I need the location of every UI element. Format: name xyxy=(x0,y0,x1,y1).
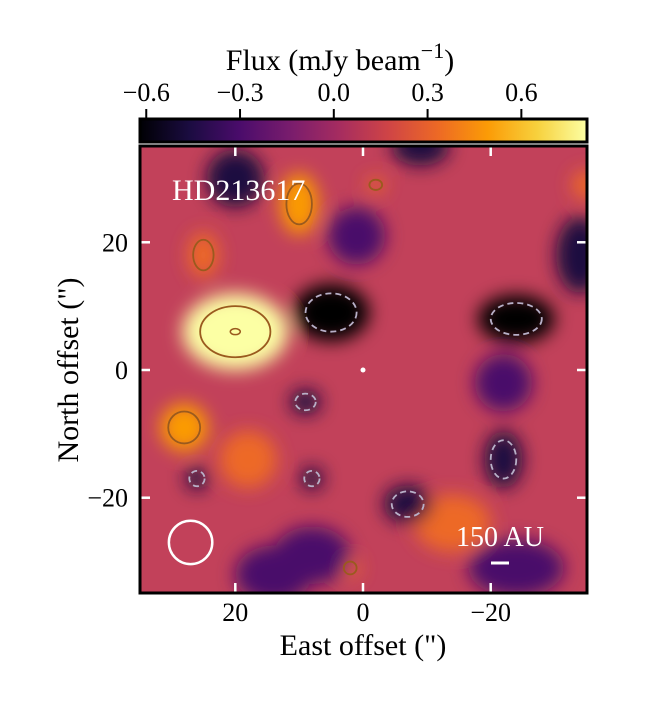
colorbar-tick-label: 0.0 xyxy=(318,78,351,107)
plot-frame xyxy=(138,144,589,595)
colorbar xyxy=(138,117,589,144)
x-axis-label: East offset (") xyxy=(280,629,447,662)
negative-contour xyxy=(188,469,206,488)
emission-blob xyxy=(572,170,587,200)
positive-contour xyxy=(199,305,272,359)
scale-bar-label: 150 AU xyxy=(456,522,544,553)
emission-blob xyxy=(414,494,491,552)
negative-contour xyxy=(390,490,425,518)
y-tick-label: −20 xyxy=(87,484,128,513)
y-tick-label: 20 xyxy=(102,228,128,257)
object-label: HD213617 xyxy=(172,174,305,207)
negative-contour xyxy=(304,292,358,333)
colorbar-label: Flux (mJy beam−1) xyxy=(226,38,454,77)
positive-contour xyxy=(342,560,358,576)
negative-blob xyxy=(206,149,265,208)
colorbar-tick-label: 0.6 xyxy=(505,78,538,107)
negative-blob xyxy=(391,146,450,166)
colorbar-tick-label: −0.6 xyxy=(123,78,170,107)
positive-contour xyxy=(229,327,242,336)
positive-contour xyxy=(192,238,215,272)
positive-contour xyxy=(167,410,202,445)
negative-blob xyxy=(468,539,565,593)
emission-blob xyxy=(279,173,319,235)
star-position-marker xyxy=(360,367,366,373)
negative-blob xyxy=(556,216,587,294)
negative-blob xyxy=(474,354,533,412)
y-axis-label: North offset (") xyxy=(52,278,85,463)
negative-blob xyxy=(235,545,312,593)
colorbar-tick-label: −0.3 xyxy=(216,78,263,107)
colorbar-tick-label: 0.3 xyxy=(411,78,444,107)
negative-contour xyxy=(303,469,321,488)
x-tick-label: 20 xyxy=(222,598,248,627)
emission-blob xyxy=(182,293,288,370)
positive-contour xyxy=(368,178,384,191)
negative-contour xyxy=(294,392,317,412)
x-tick-label: 0 xyxy=(357,598,370,627)
negative-blob xyxy=(292,283,370,342)
emission-blob xyxy=(219,430,277,489)
negative-blob xyxy=(327,207,386,265)
negative-contour xyxy=(489,302,543,336)
negative-contour xyxy=(489,439,518,480)
negative-blob xyxy=(477,294,555,343)
negative-blob xyxy=(484,430,523,489)
x-tick-label: −20 xyxy=(470,598,511,627)
beam-ellipse xyxy=(167,519,214,566)
y-tick-label: 0 xyxy=(115,356,128,385)
emission-blob xyxy=(160,403,209,452)
positive-contour xyxy=(285,182,313,226)
